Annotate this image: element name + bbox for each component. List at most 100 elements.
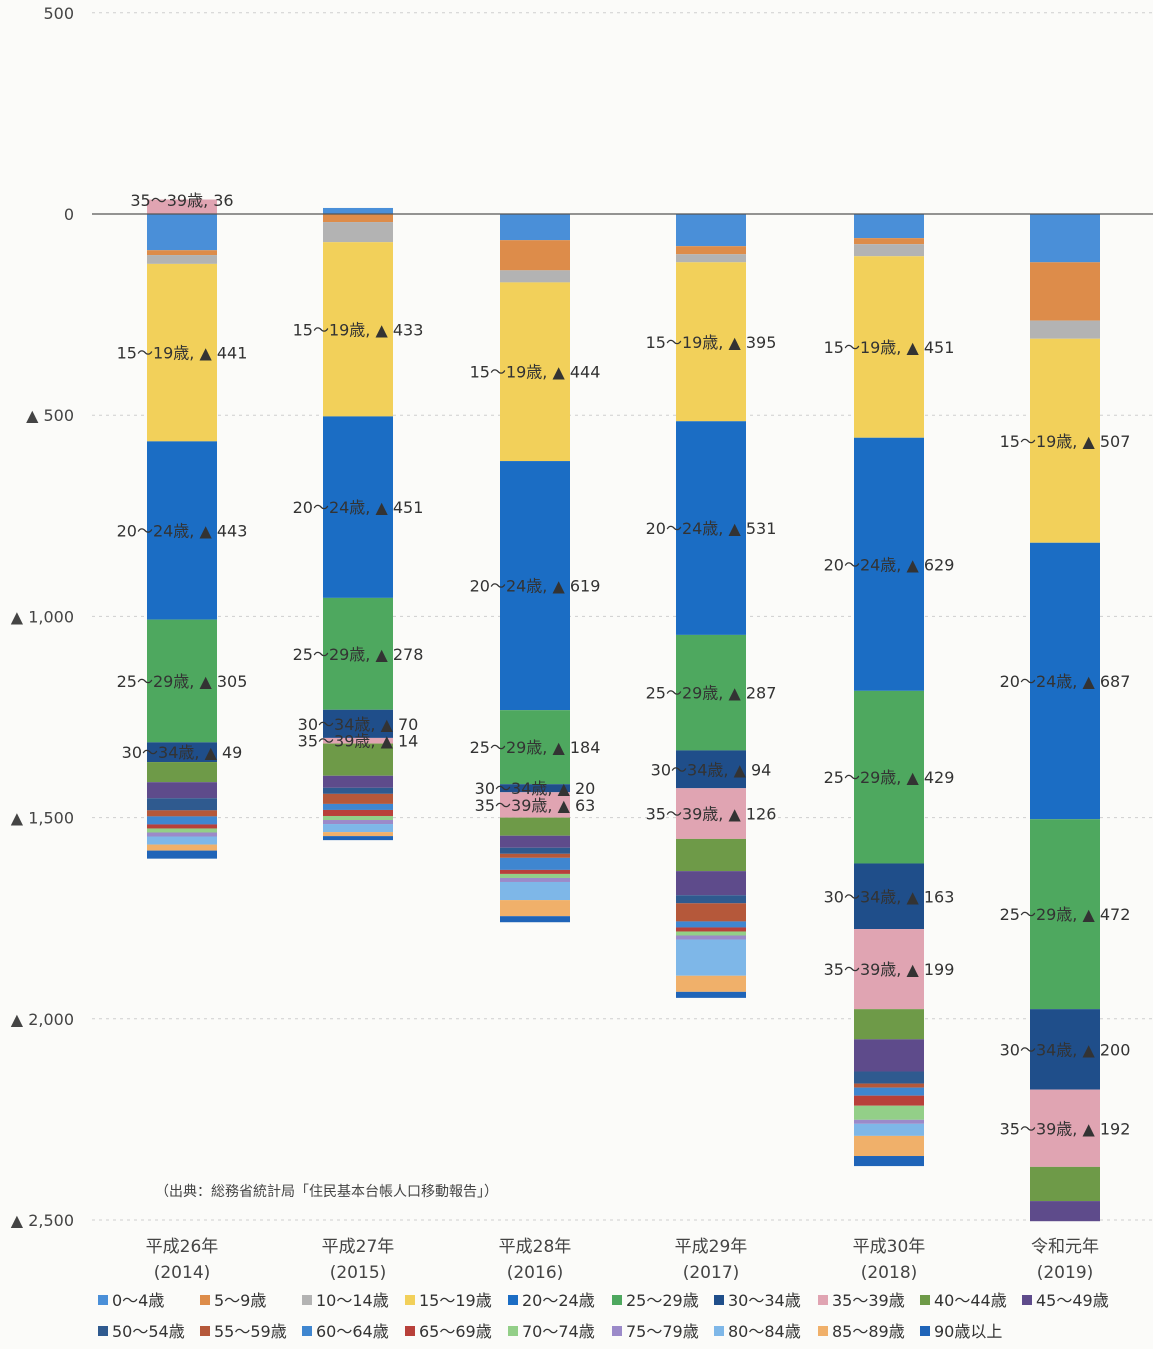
y-tick-label: 500 bbox=[43, 4, 74, 23]
bar-segment bbox=[676, 262, 746, 422]
bar-segment bbox=[854, 244, 924, 257]
legend-swatch bbox=[302, 1326, 312, 1336]
bar-segment bbox=[323, 836, 393, 841]
y-tick-label: ▲ 2,000 bbox=[11, 1010, 74, 1029]
bar-segment bbox=[854, 929, 924, 1010]
x-category-year: (2015) bbox=[330, 1263, 387, 1283]
bar-segment bbox=[147, 742, 217, 763]
legend-label: 50〜54歳 bbox=[112, 1322, 185, 1341]
bar-segment bbox=[323, 803, 393, 810]
bar-segment bbox=[854, 1009, 924, 1040]
bar-segment bbox=[500, 873, 570, 878]
bar-segment bbox=[676, 939, 746, 976]
bar-segment bbox=[1030, 819, 1100, 1010]
x-category-year: (2017) bbox=[683, 1263, 740, 1283]
data-label: 25〜29歳, ▲ 287 bbox=[646, 684, 777, 703]
legend-swatch bbox=[612, 1295, 622, 1305]
x-category-label: 平成29年 bbox=[675, 1237, 748, 1257]
bar-segment bbox=[147, 255, 217, 264]
legend-swatch bbox=[405, 1326, 415, 1336]
bar-segment bbox=[323, 743, 393, 776]
data-label: 25〜29歳, ▲ 278 bbox=[293, 645, 424, 664]
data-label: 15〜19歳, ▲ 395 bbox=[646, 333, 777, 352]
y-tick-label: ▲ 500 bbox=[26, 406, 74, 425]
source-note: （出典：総務省統計局「住民基本台帳人口移動報告」） bbox=[155, 1183, 498, 1200]
bar-segment bbox=[676, 214, 746, 247]
legend-swatch bbox=[98, 1326, 108, 1336]
bar-segment bbox=[1030, 262, 1100, 321]
bar-segment bbox=[854, 1087, 924, 1096]
y-tick-label: ▲ 1,000 bbox=[11, 607, 74, 626]
data-label: 30〜34歳, ▲ 20 bbox=[475, 779, 596, 798]
bar-segment bbox=[676, 921, 746, 928]
bar-segment bbox=[676, 931, 746, 936]
bar-segment bbox=[323, 222, 393, 243]
bar-segment bbox=[500, 853, 570, 858]
legend-swatch bbox=[405, 1295, 415, 1305]
bar-segment bbox=[676, 634, 746, 751]
legend-label: 0〜4歳 bbox=[112, 1291, 164, 1310]
bar-segment bbox=[676, 927, 746, 932]
bar-segment bbox=[147, 798, 217, 811]
bar-segment bbox=[854, 238, 924, 245]
data-label: 20〜24歳, ▲ 443 bbox=[117, 521, 248, 540]
bar-segment bbox=[147, 441, 217, 620]
bar-segment bbox=[500, 270, 570, 283]
bar-segment bbox=[323, 597, 393, 710]
bar-segment bbox=[1030, 1166, 1100, 1202]
y-tick-label: ▲ 1,500 bbox=[11, 809, 74, 828]
bar-segment bbox=[500, 214, 570, 241]
bar-segment bbox=[676, 421, 746, 635]
legend-swatch bbox=[200, 1326, 210, 1336]
x-category-year: (2018) bbox=[861, 1263, 918, 1283]
grid-layer bbox=[92, 12, 1153, 1221]
bar-segment bbox=[500, 877, 570, 882]
data-label: 15〜19歳, ▲ 444 bbox=[470, 363, 601, 382]
legend-label: 10〜14歳 bbox=[316, 1291, 389, 1310]
bar-segment bbox=[854, 1156, 924, 1167]
legend-label: 15〜19歳 bbox=[419, 1291, 492, 1310]
legend-swatch bbox=[302, 1295, 312, 1305]
bar-segment bbox=[1030, 338, 1100, 543]
legend-label: 40〜44歳 bbox=[934, 1291, 1007, 1310]
data-label: 35〜39歳, ▲ 63 bbox=[475, 796, 596, 815]
bar-segment bbox=[147, 250, 217, 256]
bar-segment bbox=[676, 254, 746, 263]
bar-segment bbox=[323, 809, 393, 816]
legend-swatch bbox=[612, 1326, 622, 1336]
legend-swatch bbox=[714, 1295, 724, 1305]
legend-swatch bbox=[1022, 1295, 1032, 1305]
bar-segment bbox=[1030, 214, 1100, 263]
bar-segment bbox=[147, 850, 217, 859]
y-tick-label: 0 bbox=[64, 205, 74, 224]
legend-label: 45〜49歳 bbox=[1036, 1291, 1109, 1310]
legend-swatch bbox=[508, 1326, 518, 1336]
bar-segment bbox=[676, 246, 746, 255]
bar-segment bbox=[323, 832, 393, 837]
bar-segment bbox=[147, 199, 217, 214]
bar-segment bbox=[1030, 320, 1100, 339]
data-label: 25〜29歳, ▲ 184 bbox=[470, 738, 601, 757]
bar-segment bbox=[500, 461, 570, 711]
data-labels: 35〜39歳, 36 15〜19歳, ▲ 441 20〜24歳, ▲ 443 25〜2… bbox=[117, 191, 1131, 1138]
x-category-year: (2019) bbox=[1037, 1263, 1094, 1283]
x-category-label: 平成30年 bbox=[853, 1237, 926, 1257]
bar-segment bbox=[323, 737, 393, 744]
data-label: 20〜24歳, ▲ 531 bbox=[646, 519, 777, 538]
legend-label: 65〜69歳 bbox=[419, 1322, 492, 1341]
bar-segment bbox=[1030, 1009, 1100, 1090]
data-label: 15〜19歳, ▲ 507 bbox=[1000, 432, 1131, 451]
legend-swatch bbox=[920, 1295, 930, 1305]
data-label: 35〜39歳, ▲ 126 bbox=[646, 805, 777, 824]
bar-segment bbox=[854, 863, 924, 930]
bar-segment bbox=[500, 710, 570, 785]
data-label: 20〜24歳, ▲ 619 bbox=[470, 577, 601, 596]
legend-swatch bbox=[818, 1295, 828, 1305]
bar-segment bbox=[147, 824, 217, 829]
legend-swatch bbox=[508, 1295, 518, 1305]
legend-label: 25〜29歳 bbox=[626, 1291, 699, 1310]
legend-swatch bbox=[714, 1326, 724, 1336]
bar-segment bbox=[500, 282, 570, 462]
data-label: 20〜24歳, ▲ 629 bbox=[824, 555, 955, 574]
